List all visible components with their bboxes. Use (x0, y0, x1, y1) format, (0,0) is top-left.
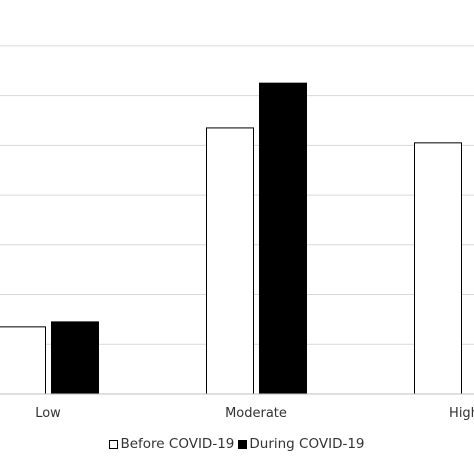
legend: Before COVID-19 During COVID-19 (0, 433, 474, 455)
legend-item-before: Before COVID-19 (109, 436, 234, 452)
bar-before-high (414, 142, 462, 395)
legend-label-during: During COVID-19 (249, 436, 365, 452)
bars (0, 82, 462, 395)
bar-before-moderate (206, 127, 254, 395)
x-tick-label-high: High (449, 406, 474, 421)
bar-before-low (0, 326, 46, 395)
legend-item-during: During COVID-19 (238, 436, 365, 452)
x-tick-label-moderate: Moderate (225, 406, 287, 421)
legend-label-before: Before COVID-19 (120, 436, 235, 452)
legend-swatch-before (109, 439, 119, 449)
bar-during-moderate (259, 82, 307, 395)
x-tick-labels: Low Moderate High (35, 406, 474, 421)
x-tick-label-low: Low (35, 406, 61, 421)
legend-swatch-during (238, 439, 248, 449)
bar-during-low (51, 321, 99, 395)
